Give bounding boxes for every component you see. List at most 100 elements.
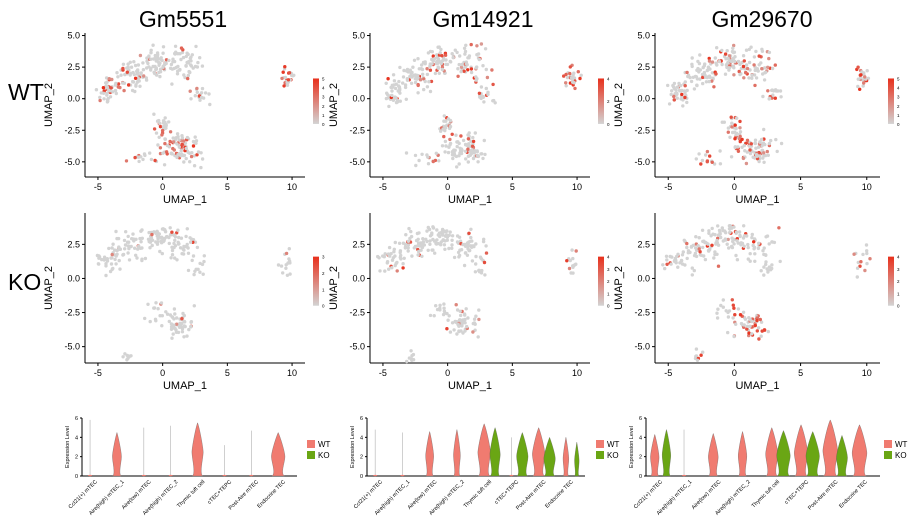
umap-point	[568, 258, 572, 263]
umap-point	[567, 266, 572, 271]
umap-point	[172, 323, 176, 327]
umap-point	[766, 65, 770, 70]
umap-point	[744, 48, 749, 52]
umap-point	[164, 123, 168, 128]
umap-point	[564, 72, 568, 77]
umap-point	[406, 249, 410, 253]
umap-point	[199, 165, 203, 170]
umap-point	[407, 226, 411, 231]
category-label: Ccl21(+) mTEC	[633, 479, 664, 510]
umap-point	[718, 149, 722, 153]
umap-point	[140, 236, 144, 240]
umap-point	[477, 270, 482, 274]
umap-point	[733, 123, 737, 127]
umap-point	[750, 319, 754, 324]
umap-point	[126, 83, 131, 87]
umap-point	[189, 154, 194, 159]
umap-point	[742, 323, 746, 327]
umap-point	[425, 85, 430, 89]
umap-point	[479, 85, 484, 89]
umap-point	[481, 95, 485, 99]
umap-point	[200, 262, 205, 267]
umap-point	[576, 70, 580, 74]
x-tick-label: 10	[572, 182, 582, 192]
umap-point	[732, 334, 736, 339]
umap-point	[451, 55, 455, 60]
umap-point	[438, 234, 442, 239]
umap-point	[456, 74, 460, 79]
umap-point	[756, 326, 761, 330]
umap-point	[176, 64, 180, 69]
umap-point	[752, 63, 756, 67]
umap-point	[200, 64, 205, 68]
umap-point	[177, 138, 181, 142]
x-tick-label: 10	[287, 368, 297, 378]
umap-point	[167, 58, 171, 63]
umap-point	[750, 76, 754, 80]
umap-point	[115, 71, 119, 75]
umap-point	[473, 270, 478, 274]
y-tick-label: -2.5	[64, 125, 80, 135]
umap-point	[133, 155, 137, 160]
umap-point	[463, 251, 468, 255]
color-scale-label: 5	[897, 76, 900, 81]
umap-point	[437, 71, 441, 76]
umap-point	[573, 86, 577, 91]
umap-point	[574, 249, 578, 253]
umap-point	[187, 327, 191, 332]
umap-point	[435, 238, 439, 242]
umap-point	[868, 257, 872, 261]
y-tick-label: -5.0	[349, 342, 365, 352]
umap-point	[131, 79, 135, 84]
umap-point	[136, 155, 141, 159]
umap-point	[171, 140, 176, 144]
color-scale-label: 3	[897, 95, 900, 100]
umap-point	[137, 159, 141, 164]
umap-point	[718, 162, 723, 166]
category-label: Thymic tuft cell	[463, 479, 493, 509]
umap-point	[457, 324, 461, 328]
umap-point	[281, 70, 285, 74]
umap-point	[491, 82, 495, 87]
umap-point	[184, 146, 188, 151]
umap-point	[173, 44, 178, 48]
umap-point	[406, 239, 411, 243]
umap-point	[771, 93, 775, 97]
umap-point	[133, 246, 137, 250]
umap-point	[761, 249, 765, 253]
umap-point	[98, 98, 102, 103]
umap-point	[716, 307, 720, 311]
umap-point	[161, 45, 166, 49]
umap-point	[755, 318, 759, 323]
umap-point	[176, 228, 180, 232]
umap-point	[702, 64, 706, 68]
umap-point	[186, 76, 190, 81]
x-tick-label: -5	[664, 182, 672, 192]
umap-point	[144, 78, 149, 82]
x-tick-label: 5	[510, 182, 515, 192]
umap-point	[392, 247, 396, 251]
violin-shape	[776, 430, 791, 477]
umap-point	[171, 60, 175, 64]
umap-point	[747, 333, 751, 338]
umap-point	[127, 258, 132, 262]
umap-point	[444, 233, 449, 237]
umap-point	[480, 152, 484, 156]
legend-swatch	[307, 451, 315, 459]
umap-point	[469, 148, 474, 153]
umap-point	[672, 98, 676, 102]
umap-point	[437, 45, 441, 49]
umap-point	[476, 335, 480, 339]
umap-point	[748, 259, 752, 263]
umap-point	[685, 241, 689, 246]
umap-point	[440, 67, 444, 72]
umap-point	[149, 68, 153, 72]
umap-point	[738, 126, 742, 130]
umap-point	[705, 160, 709, 164]
violin-shape	[794, 424, 808, 477]
umap-point	[169, 256, 173, 260]
umap-point	[127, 355, 131, 359]
umap-point	[762, 78, 767, 82]
umap-point	[463, 52, 467, 56]
umap-point	[163, 141, 167, 146]
